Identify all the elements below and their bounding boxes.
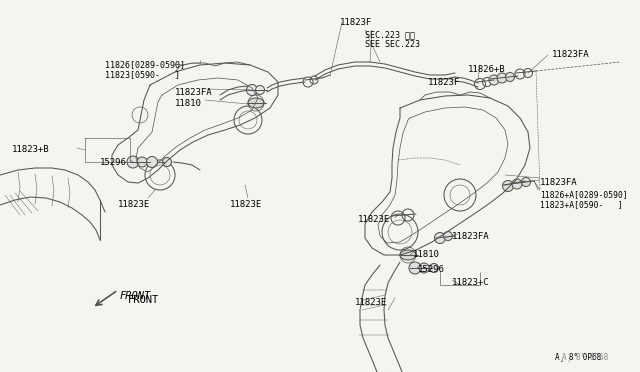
- Circle shape: [147, 157, 157, 167]
- Text: 11823F: 11823F: [428, 78, 460, 87]
- Ellipse shape: [248, 98, 264, 108]
- Text: 11823E: 11823E: [358, 215, 390, 224]
- Text: 11810: 11810: [175, 99, 202, 108]
- Circle shape: [502, 180, 513, 192]
- Text: FRONT: FRONT: [120, 291, 151, 301]
- Text: 11823[0590-   ]: 11823[0590- ]: [105, 70, 180, 79]
- Text: 11823FA: 11823FA: [540, 178, 578, 187]
- Text: 11826[0289-0590]: 11826[0289-0590]: [105, 60, 185, 69]
- Ellipse shape: [400, 250, 416, 260]
- Circle shape: [506, 73, 515, 81]
- Text: 11823FA: 11823FA: [552, 50, 589, 59]
- Text: FRONT: FRONT: [128, 295, 159, 305]
- Text: A¸ 8° 0P68: A¸ 8° 0P68: [555, 352, 601, 361]
- Circle shape: [137, 157, 147, 167]
- Circle shape: [522, 177, 531, 186]
- Text: A¸ 8° 0P68: A¸ 8° 0P68: [562, 352, 608, 361]
- Circle shape: [255, 86, 264, 94]
- Text: 11823E: 11823E: [355, 298, 387, 307]
- Text: 11823+A[0590-   ]: 11823+A[0590- ]: [540, 200, 623, 209]
- Text: SEE SEC.223: SEE SEC.223: [365, 40, 420, 49]
- Circle shape: [127, 156, 139, 168]
- Circle shape: [497, 73, 507, 83]
- Circle shape: [163, 157, 172, 167]
- Text: 11823+B: 11823+B: [12, 145, 50, 154]
- Text: 15296: 15296: [100, 158, 127, 167]
- Text: 11823E: 11823E: [118, 200, 150, 209]
- Circle shape: [489, 75, 499, 85]
- Circle shape: [429, 263, 438, 273]
- Text: 11826+B: 11826+B: [468, 65, 506, 74]
- Circle shape: [419, 263, 429, 273]
- Circle shape: [444, 231, 452, 241]
- Text: 11823E: 11823E: [230, 200, 262, 209]
- Text: 11823+C: 11823+C: [452, 278, 490, 287]
- Text: 11810: 11810: [413, 250, 440, 259]
- Text: 11823F: 11823F: [340, 18, 372, 27]
- Text: 11823FA: 11823FA: [175, 88, 212, 97]
- Circle shape: [409, 262, 421, 274]
- Circle shape: [435, 232, 445, 244]
- Circle shape: [246, 84, 257, 96]
- Text: 11823FA: 11823FA: [452, 232, 490, 241]
- Text: 15296: 15296: [418, 265, 445, 274]
- Circle shape: [512, 179, 522, 189]
- Text: SEC.223 参照: SEC.223 参照: [365, 30, 415, 39]
- Text: 11826+A[0289-0590]: 11826+A[0289-0590]: [540, 190, 628, 199]
